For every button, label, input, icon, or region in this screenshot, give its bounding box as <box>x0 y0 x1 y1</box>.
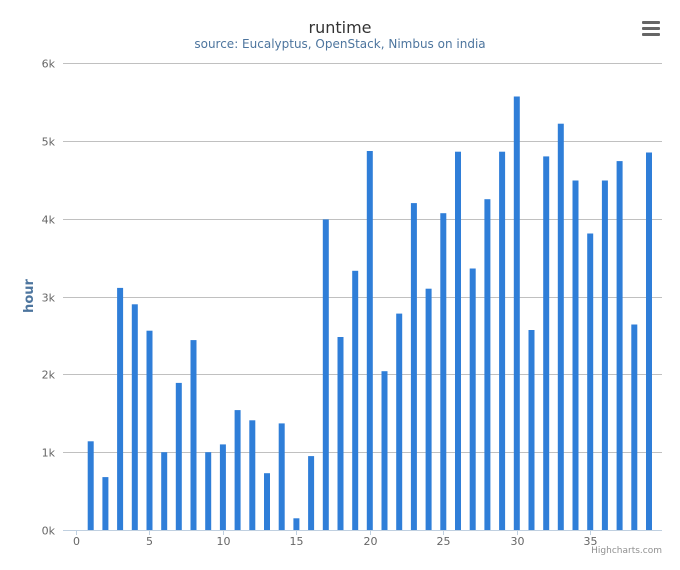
y-axis-title: hour <box>22 278 37 312</box>
x-axis: 0 5 10 15 20 25 30 35 <box>63 530 662 548</box>
menu-line-icon <box>642 21 660 24</box>
bar[interactable] <box>87 441 94 530</box>
bar[interactable] <box>557 123 564 530</box>
bar[interactable] <box>234 410 241 530</box>
chart-subtitle: source: Eucalyptus, OpenStack, Nimbus on… <box>194 37 485 51</box>
menu-line-icon <box>642 27 660 30</box>
hamburger-menu-icon[interactable] <box>638 18 664 40</box>
bar[interactable] <box>219 444 226 530</box>
bar[interactable] <box>543 156 550 530</box>
bar[interactable] <box>278 423 285 530</box>
bar[interactable] <box>161 452 168 530</box>
bar[interactable] <box>117 287 124 530</box>
bar[interactable] <box>205 452 212 530</box>
bar[interactable] <box>352 270 359 530</box>
bar[interactable] <box>469 268 476 531</box>
x-tick-label: 5 <box>146 535 153 548</box>
bar[interactable] <box>499 151 506 530</box>
bar[interactable] <box>616 161 623 530</box>
bar[interactable] <box>440 213 447 530</box>
bar[interactable] <box>587 233 594 531</box>
bar[interactable] <box>190 340 197 530</box>
bar[interactable] <box>308 456 315 530</box>
grid-lines <box>63 63 662 453</box>
bar[interactable] <box>528 330 535 530</box>
x-tick-label: 20 <box>364 535 378 548</box>
bar[interactable] <box>513 96 520 531</box>
bar[interactable] <box>366 151 373 530</box>
bar[interactable] <box>249 420 256 530</box>
y-tick-label: 0k <box>42 525 56 538</box>
x-tick-label: 30 <box>511 535 525 548</box>
x-tick-label: 10 <box>217 535 231 548</box>
x-tick-label: 25 <box>437 535 451 548</box>
chart-title: runtime <box>308 18 371 37</box>
bar[interactable] <box>264 473 270 530</box>
bar[interactable] <box>572 180 579 531</box>
bar[interactable] <box>146 330 153 530</box>
bar[interactable] <box>601 180 608 531</box>
y-tick-label: 4k <box>42 214 56 227</box>
y-tick-label: 1k <box>42 447 56 460</box>
bar[interactable] <box>102 477 109 530</box>
bar[interactable] <box>425 288 432 530</box>
bar[interactable] <box>131 304 138 530</box>
bar[interactable] <box>396 313 403 530</box>
y-tick-label: 5k <box>42 136 56 149</box>
x-tick-label: 0 <box>73 535 80 548</box>
y-tick-label: 2k <box>42 369 56 382</box>
bar[interactable] <box>381 371 388 530</box>
y-tick-label: 3k <box>42 292 56 305</box>
x-tick-label: 15 <box>290 535 304 548</box>
bar[interactable] <box>455 151 461 530</box>
bar[interactable] <box>646 152 652 531</box>
credits-link[interactable]: Highcharts.com <box>591 546 662 556</box>
y-axis: 0k 1k 2k 3k 4k 5k 6k <box>42 58 56 538</box>
y-tick-label: 6k <box>42 58 56 71</box>
bar[interactable] <box>175 382 182 530</box>
bar[interactable] <box>337 337 344 530</box>
x-tick-label: 35 <box>584 535 598 548</box>
bar[interactable] <box>484 199 491 530</box>
menu-line-icon <box>642 33 660 36</box>
bar-series <box>87 96 652 531</box>
bar[interactable] <box>293 518 300 530</box>
bar[interactable] <box>631 324 638 531</box>
bar[interactable] <box>322 219 329 530</box>
bar[interactable] <box>410 203 417 530</box>
